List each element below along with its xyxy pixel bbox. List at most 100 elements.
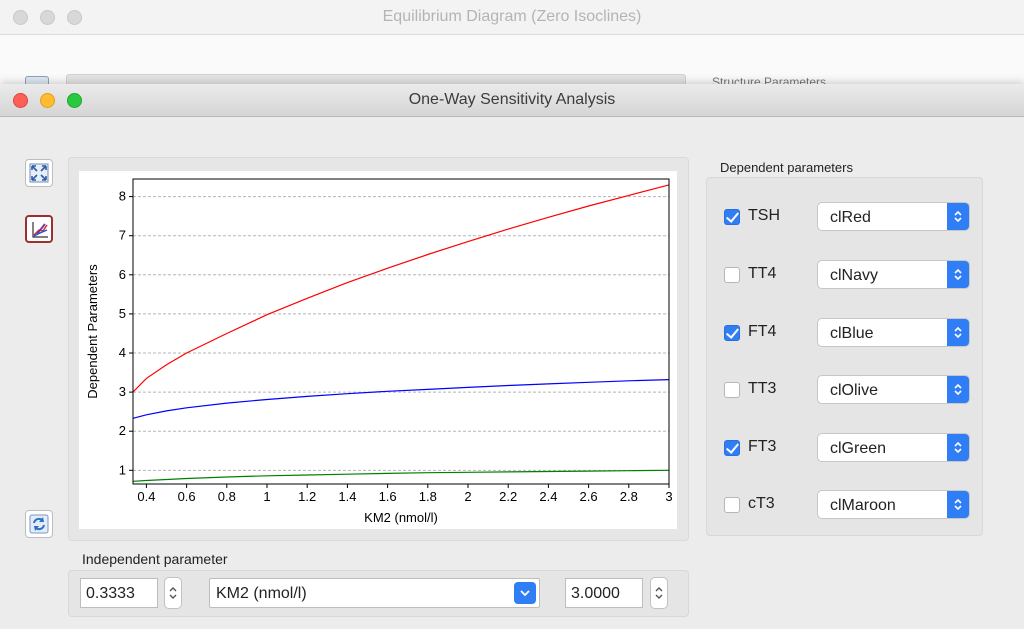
- updown-chevron-icon: [947, 203, 969, 230]
- tt4-label: TT4: [748, 265, 777, 282]
- max-value-text: 3.0000: [571, 585, 620, 602]
- ft4-color-value: clBlue: [830, 325, 874, 342]
- background-titlebar: Equilibrium Diagram (Zero Isoclines): [0, 0, 1024, 35]
- tt3-color-value: clOlive: [830, 382, 879, 399]
- sensitivity-window: One-Way Sensitivity Analysis: [0, 84, 1024, 629]
- ct3-checkbox[interactable]: [724, 497, 740, 513]
- bg-minimize-button[interactable]: [40, 10, 55, 25]
- x-tick-label: 2.4: [539, 489, 557, 504]
- refresh-button[interactable]: [25, 510, 53, 538]
- x-tick-label: 1.4: [338, 489, 356, 504]
- tt4-color-select[interactable]: clNavy: [817, 260, 970, 289]
- fit-chart-button[interactable]: [25, 159, 53, 187]
- dependent-row-tsh: TSH clRed: [707, 201, 982, 233]
- zoom-button[interactable]: [67, 93, 82, 108]
- stepper-arrows-icon: [655, 587, 663, 599]
- tsh-label: TSH: [748, 207, 780, 224]
- tsh-color-select[interactable]: clRed: [817, 202, 970, 231]
- tt4-color-value: clNavy: [830, 267, 879, 284]
- minimize-button[interactable]: [40, 93, 55, 108]
- window-titlebar: One-Way Sensitivity Analysis: [0, 84, 1024, 117]
- chart-grid: [133, 196, 669, 471]
- refresh-icon: [29, 514, 49, 534]
- ft3-color-select[interactable]: clGreen: [817, 433, 970, 462]
- max-value-field[interactable]: 3.0000: [565, 578, 643, 608]
- min-value-stepper[interactable]: [164, 577, 182, 609]
- series-line-ft3: [132, 469, 670, 482]
- min-value-field[interactable]: 0.3333: [80, 578, 158, 608]
- y-tick-label: 4: [119, 345, 126, 360]
- tt3-checkbox[interactable]: [724, 382, 740, 398]
- chart-panel: 1 2 3 4 5 6 7 8 0.4 0.6 0.8 1 1.2 1.4 1.6 1.8 2 2.2 2.4 2.6…: [68, 157, 689, 541]
- x-tick-label: 1: [263, 489, 270, 504]
- tt4-checkbox[interactable]: [724, 267, 740, 283]
- ft3-checkbox[interactable]: [724, 440, 740, 456]
- dependent-row-tt3: TT3 clOlive: [707, 374, 982, 406]
- updown-chevron-icon: [947, 376, 969, 403]
- y-tick-label: 7: [119, 228, 126, 243]
- window-title: One-Way Sensitivity Analysis: [408, 91, 616, 108]
- x-tick-label: 0.8: [218, 489, 236, 504]
- tsh-checkbox[interactable]: [724, 209, 740, 225]
- ct3-color-value: clMaroon: [830, 497, 896, 514]
- x-tick-label: 1.8: [419, 489, 437, 504]
- x-tick-label: 1.2: [298, 489, 316, 504]
- dependent-row-tt4: TT4 clNavy: [707, 259, 982, 291]
- dependent-parameters-label: Dependent parameters: [720, 160, 853, 175]
- chart-options-button[interactable]: [25, 215, 53, 243]
- max-value-stepper[interactable]: [650, 577, 668, 609]
- chevron-down-icon: [514, 582, 536, 604]
- x-axis-label: KM2 (nmol/l): [364, 510, 438, 525]
- background-window-title: Equilibrium Diagram (Zero Isoclines): [382, 8, 642, 25]
- updown-chevron-icon: [947, 434, 969, 461]
- ft4-color-select[interactable]: clBlue: [817, 318, 970, 347]
- dependent-row-ft4: FT4 clBlue: [707, 317, 982, 349]
- updown-chevron-icon: [947, 491, 969, 518]
- chart-area: 1 2 3 4 5 6 7 8 0.4 0.6 0.8 1 1.2 1.4 1.6 1.8 2 2.2 2.4 2.6…: [79, 171, 677, 529]
- dependent-row-ft3: FT3 clGreen: [707, 432, 982, 464]
- y-tick-label: 5: [119, 306, 126, 321]
- close-button[interactable]: [13, 93, 28, 108]
- x-tick-label: 0.4: [137, 489, 155, 504]
- bg-close-button[interactable]: [13, 10, 28, 25]
- x-tick-label: 2.2: [499, 489, 517, 504]
- series-line-ft4: [132, 379, 670, 419]
- independent-parameter-select[interactable]: KM2 (nmol/l): [209, 578, 540, 608]
- bg-zoom-button[interactable]: [67, 10, 82, 25]
- x-tick-label: 1.6: [379, 489, 397, 504]
- dependent-parameters-panel: TSH clRed TT4 clNavy FT4 clBlue TT3: [706, 177, 983, 536]
- ft3-color-value: clGreen: [830, 440, 887, 457]
- updown-chevron-icon: [947, 319, 969, 346]
- independent-parameter-panel: 0.3333 KM2 (nmol/l) 3.0000: [68, 570, 689, 617]
- ft4-checkbox[interactable]: [724, 325, 740, 341]
- expand-arrows-icon: [29, 163, 49, 183]
- y-axis-label: Dependent Parameters: [85, 264, 100, 399]
- line-chart-icon: [32, 222, 48, 238]
- x-tick-label: 3: [665, 489, 672, 504]
- series-line-tsh: [132, 184, 670, 393]
- chart-series: [132, 184, 670, 482]
- ft4-label: FT4: [748, 323, 777, 340]
- dependent-row-ct3: cT3 clMaroon: [707, 489, 982, 521]
- y-tick-label: 8: [119, 189, 126, 204]
- independent-parameter-value: KM2 (nmol/l): [216, 585, 307, 602]
- plot-frame: [132, 178, 670, 485]
- y-tick-label: 3: [119, 384, 126, 399]
- x-tick-label: 2: [464, 489, 471, 504]
- ft3-label: FT3: [748, 438, 777, 455]
- chart-ticks: 1 2 3 4 5 6 7 8 0.4 0.6 0.8 1 1.2 1.4 1.6 1.8 2 2.2 2.4 2.6…: [119, 189, 673, 504]
- sensitivity-chart: 1 2 3 4 5 6 7 8 0.4 0.6 0.8 1 1.2 1.4 1.6 1.8 2 2.2 2.4 2.6…: [85, 178, 673, 525]
- tt3-label: TT3: [748, 380, 777, 397]
- y-tick-label: 6: [119, 267, 126, 282]
- x-tick-label: 2.6: [580, 489, 598, 504]
- min-value-text: 0.3333: [86, 585, 135, 602]
- x-tick-label: 0.6: [178, 489, 196, 504]
- ct3-color-select[interactable]: clMaroon: [817, 490, 970, 519]
- x-tick-label: 2.8: [620, 489, 638, 504]
- stepper-arrows-icon: [169, 587, 177, 599]
- updown-chevron-icon: [947, 261, 969, 288]
- ct3-label: cT3: [748, 495, 775, 512]
- y-tick-label: 2: [119, 423, 126, 438]
- independent-parameter-label: Independent parameter: [82, 551, 228, 567]
- tt3-color-select[interactable]: clOlive: [817, 375, 970, 404]
